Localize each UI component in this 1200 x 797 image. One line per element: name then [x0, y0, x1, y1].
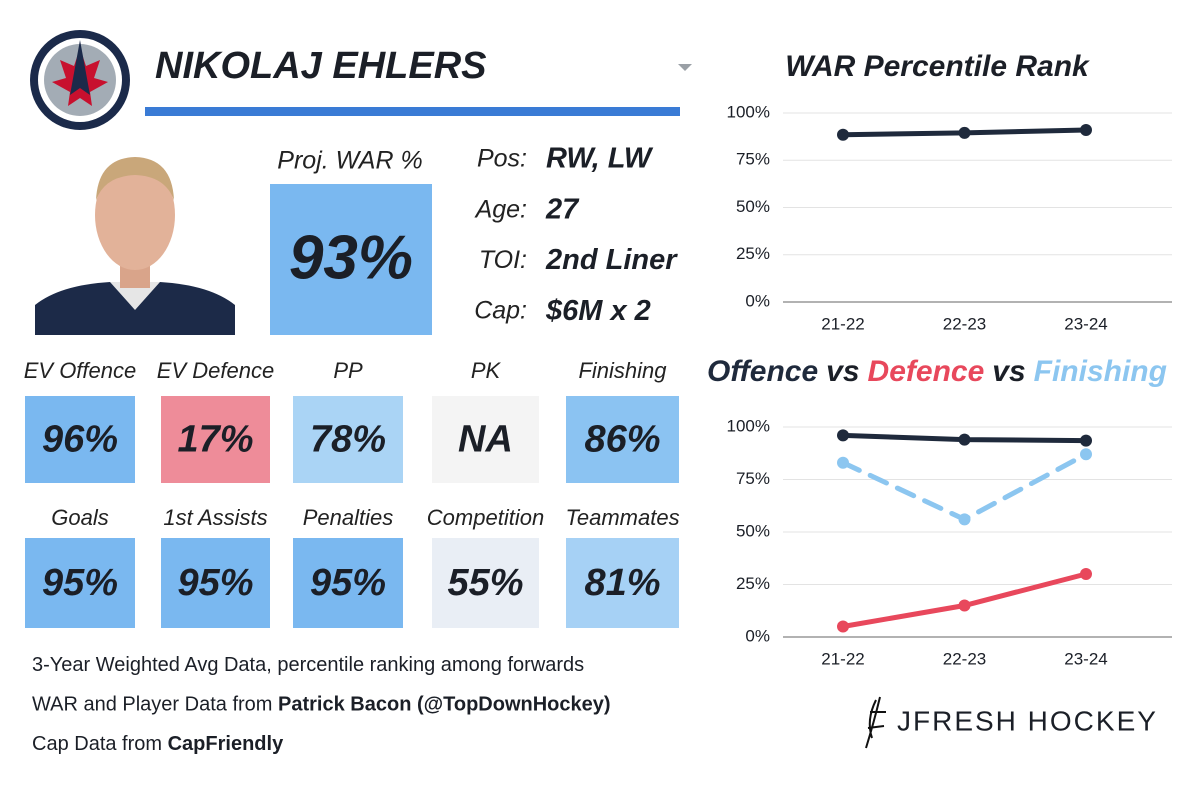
player-info: Pos: RW, LW Age: 27 TOI: 2nd Liner Cap: $6M x 2 — [474, 143, 679, 327]
note-line: WAR and Player Data from Patrick Bacon (… — [32, 694, 611, 716]
tile-box — [293, 538, 403, 628]
note-part: 3-Year Weighted Avg Data, percentile ran… — [32, 654, 584, 676]
tile-box — [293, 396, 403, 483]
info-value: RW, LW — [546, 143, 654, 175]
info-label: Age: — [474, 195, 527, 223]
tile-value: 95% — [177, 562, 253, 604]
info-value: $6M x 2 — [545, 295, 651, 327]
series-point — [837, 620, 849, 633]
proj-box — [270, 184, 432, 335]
info-label: TOI: — [479, 246, 527, 274]
series-point — [958, 513, 971, 526]
y-tick-label: 25% — [736, 244, 770, 263]
note-part: CapFriendly — [168, 733, 284, 755]
y-tick-label: 100% — [727, 102, 770, 121]
tile-label: PK — [471, 358, 502, 383]
series-point — [1080, 434, 1092, 447]
tile-value: 95% — [310, 562, 386, 604]
y-tick-label: 50% — [736, 521, 770, 540]
x-tick-label: 22-23 — [943, 314, 986, 333]
x-tick-label: 23-24 — [1064, 649, 1107, 668]
tile-value: 78% — [310, 419, 386, 461]
tile-label: Competition — [427, 505, 544, 530]
x-tick-label: 21-22 — [821, 649, 864, 668]
x-tick-label: 21-22 — [821, 314, 864, 333]
x-tick-label: 23-24 — [1064, 314, 1107, 333]
chart-title: WAR Percentile Rank — [785, 50, 1090, 83]
series-point — [1080, 568, 1092, 580]
series-point — [958, 126, 971, 139]
info-label: Pos: — [477, 145, 527, 173]
note-part: WAR and Player Data from — [32, 694, 278, 716]
tile-value: 96% — [42, 419, 118, 461]
series-point — [837, 429, 849, 442]
line-chart: Offence vs Defence vs Finishing0%25%50%75%10… — [707, 355, 1172, 668]
charts: WAR Percentile Rank 0% 25% 50% 75% 100% 21-22 2… — [707, 50, 1172, 668]
player-name: NIKOLAJ EHLERS — [155, 45, 486, 87]
proj-label: Proj. WAR % — [277, 147, 422, 175]
name-underline — [145, 107, 680, 116]
y-tick-label: 0% — [745, 626, 770, 645]
player-photo — [35, 157, 235, 335]
team-logo — [30, 30, 130, 130]
y-tick-label: 75% — [736, 150, 770, 169]
brand-name: JFRESH HOCKEY — [897, 705, 1158, 736]
stat-tiles: EV Offence 96% EV Defence 17% PP 78% PK NA Finis… — [24, 358, 680, 628]
dropdown-icon[interactable] — [678, 64, 692, 71]
legend-entry: Defence — [868, 355, 985, 388]
tile-box — [566, 538, 679, 628]
tile-value: 81% — [584, 562, 660, 604]
series-point — [1080, 448, 1092, 461]
tile-box — [566, 396, 679, 483]
y-tick-label: 50% — [736, 197, 770, 216]
y-tick-label: 25% — [736, 574, 770, 593]
info-value: 2nd Liner — [545, 244, 678, 276]
chart-title: Offence vs Defence vs Finishing — [707, 355, 1167, 388]
line-chart: WAR Percentile Rank 0% 25% 50% 75% 100% 21-22 2… — [727, 50, 1172, 333]
title-joiner: vs — [826, 355, 859, 388]
note-line: 3-Year Weighted Avg Data, percentile ran… — [32, 654, 584, 676]
series-point — [958, 599, 971, 612]
legend-entry: Offence — [707, 355, 818, 388]
tile-label: EV Offence — [24, 358, 137, 383]
title-joiner: vs — [992, 355, 1025, 388]
y-tick-label: 75% — [736, 469, 770, 488]
series-point — [837, 128, 849, 141]
tile-label: Finishing — [578, 358, 667, 383]
tile-box — [432, 396, 539, 483]
proj-value: 93% — [289, 223, 413, 292]
y-tick-label: 0% — [745, 291, 770, 310]
series-point — [958, 433, 971, 446]
note-part: Cap Data from — [32, 733, 168, 755]
legend-entry: Finishing — [1034, 355, 1167, 388]
tile-value: 55% — [447, 562, 523, 604]
tile-label: EV Defence — [157, 358, 274, 383]
tile-box — [161, 538, 270, 628]
tile-label: Goals — [51, 505, 108, 530]
tile-box — [25, 396, 135, 483]
tile-box — [161, 396, 270, 483]
tile-box — [25, 538, 135, 628]
tile-label: Penalties — [303, 505, 394, 530]
tile-value: NA — [458, 419, 513, 461]
note-line: Cap Data from CapFriendly — [32, 733, 284, 755]
tile-label: 1st Assists — [163, 505, 267, 530]
tile-label: PP — [333, 358, 363, 383]
tile-value: 95% — [42, 562, 118, 604]
brand-logo: JFRESH HOCKEY — [865, 696, 1158, 749]
tile-value: 86% — [584, 419, 660, 461]
series-point — [837, 456, 849, 469]
series-point — [1080, 124, 1092, 137]
tile-value: 17% — [177, 419, 253, 461]
footnotes: 3-Year Weighted Avg Data, percentile ran… — [32, 654, 611, 755]
series-line — [840, 451, 1089, 523]
y-tick-label: 100% — [727, 416, 770, 435]
info-label: Cap: — [474, 297, 527, 325]
note-part: Patrick Bacon (@TopDownHockey) — [278, 694, 611, 716]
tile-label: Teammates — [565, 505, 679, 530]
tile-box — [432, 538, 539, 628]
x-tick-label: 22-23 — [943, 649, 986, 668]
info-value: 27 — [545, 193, 580, 225]
